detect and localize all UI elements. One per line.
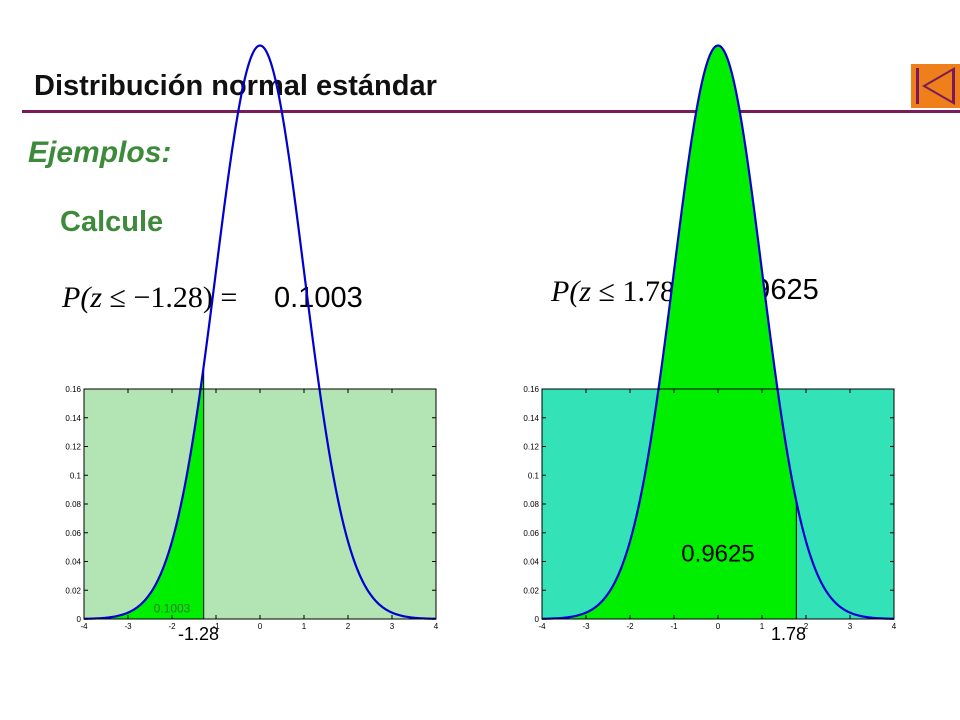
calculate-prompt: Calcule — [60, 206, 164, 238]
y-tick-label: 0.02 — [65, 586, 81, 595]
x-tick-label: -2 — [168, 622, 176, 631]
y-tick-label: 0.04 — [523, 558, 539, 567]
y-tick-label: 0.04 — [65, 558, 81, 567]
formula-variable: z — [579, 275, 592, 308]
back-to-start-button[interactable] — [911, 64, 960, 108]
x-tick-label: -3 — [124, 622, 132, 631]
first-page-icon — [911, 64, 960, 108]
y-tick-label: 0.1 — [70, 471, 82, 480]
x-tick-label: 0 — [258, 622, 263, 631]
x-tick-label: 2 — [804, 622, 809, 631]
y-tick-label: 0 — [535, 615, 540, 624]
y-tick-label: 0.12 — [523, 443, 539, 452]
title-divider — [22, 110, 960, 113]
area-value-label: 0.9625 — [681, 541, 754, 568]
y-tick-label: 0 — [77, 615, 82, 624]
examples-heading: Ejemplos: — [28, 136, 172, 169]
area-value-label: 0.1003 — [154, 602, 191, 616]
x-tick-label: -4 — [538, 622, 546, 631]
x-tick-label: -4 — [80, 622, 88, 631]
x-tick-label: 3 — [848, 622, 853, 631]
formula-prefix: P( — [62, 281, 91, 314]
y-tick-label: 0.14 — [523, 414, 539, 423]
slide-title: Distribución normal estándar — [34, 70, 437, 102]
x-tick-label: 1 — [760, 622, 765, 631]
formula-relation: ≤ −1.28) = — [102, 281, 238, 314]
normal-curve-plot-1: -4 -3 -2 -1 0 1 2 3 4 0 0.02 0.04 0.06 0.08 0.1 0.12 0.1… — [40, 44, 460, 640]
x-tick-label: 3 — [390, 622, 395, 631]
y-tick-label: 0.12 — [65, 443, 81, 452]
x-tick-label: -1 — [670, 622, 678, 631]
y-tick-label: 0.06 — [523, 529, 539, 538]
bound-label-2: 1.78 — [771, 624, 807, 644]
result-example-1: 0.1003 — [274, 282, 363, 314]
x-tick-label: 4 — [892, 622, 897, 631]
y-tick-label: 0.08 — [523, 500, 539, 509]
density-curve — [83, 44, 437, 620]
x-tick-label: 2 — [346, 622, 351, 631]
x-tick-label: 1 — [302, 622, 307, 631]
x-tick-label: 0 — [716, 622, 721, 631]
normal-curve-chart: -4 -3 -2 -1 0 1 2 3 4 0 0.02 0.04 0.06 0.08 0.1 0.12 0.1… — [65, 44, 439, 631]
formula-example-1: P(z ≤ −1.28) = — [62, 281, 237, 315]
plot-background — [84, 389, 436, 619]
formula-prefix: P( — [551, 275, 580, 308]
x-tick-label: -3 — [582, 622, 590, 631]
y-tick-label: 0.06 — [65, 529, 81, 538]
density-curve — [541, 44, 895, 620]
x-tick-label: 4 — [434, 622, 439, 631]
y-tick-label: 0.1 — [528, 471, 540, 480]
x-tick-label: -1 — [212, 622, 220, 631]
normal-curve-chart: -4 -3 -2 -1 0 1 2 3 4 0 0.02 0.04 0.06 0.08 0.1 0.12 0.1… — [523, 44, 897, 631]
x-tick-label: -2 — [626, 622, 634, 631]
bound-label-1: -1.28 — [178, 624, 220, 644]
formula-variable: z — [90, 281, 103, 314]
y-tick-label: 0.14 — [65, 414, 81, 423]
y-tick-label: 0.16 — [523, 385, 539, 394]
y-tick-label: 0.08 — [65, 500, 81, 509]
y-tick-label: 0.02 — [523, 586, 539, 595]
normal-curve-plot-2: -4 -3 -2 -1 0 1 2 3 4 0 0.02 0.04 0.06 0.08 0.1 0.12 0.1… — [498, 44, 918, 640]
y-tick-label: 0.16 — [65, 385, 81, 394]
